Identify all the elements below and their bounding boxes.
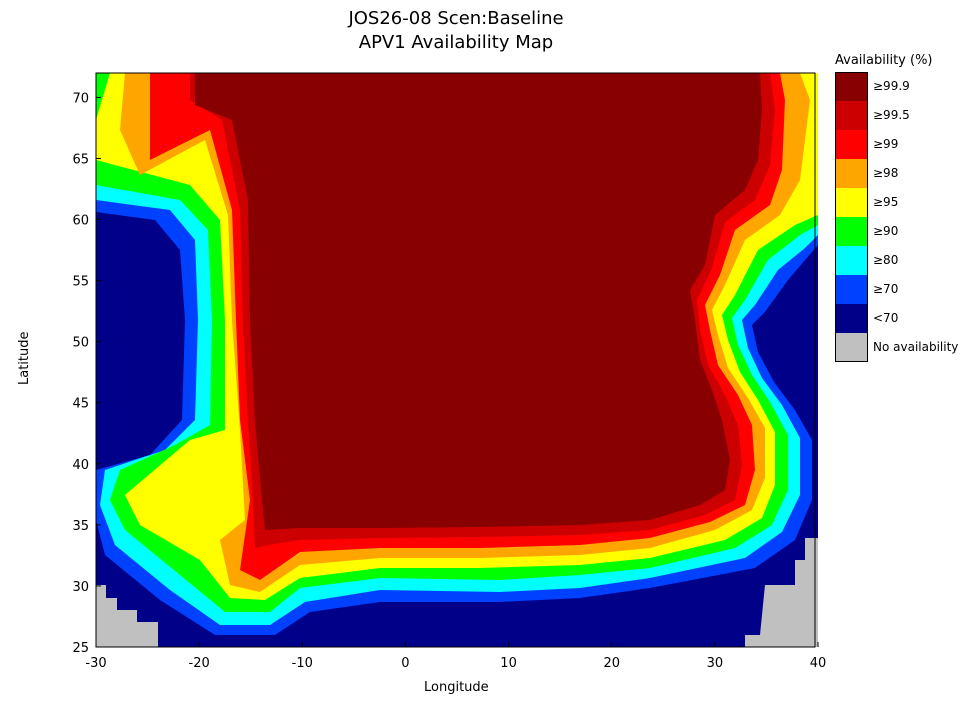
x-tick-label: 0 (401, 656, 409, 671)
legend-label: ≥99 (873, 137, 899, 151)
y-tick-label: 65 (72, 152, 89, 167)
chart-title: JOS26-08 Scen:Baseline (348, 8, 564, 29)
y-tick-label: 55 (72, 275, 89, 290)
legend-label: ≥95 (873, 195, 899, 209)
legend-label: ≥98 (873, 166, 899, 180)
y-tick-label: 30 (72, 580, 89, 595)
x-axis-label: Longitude (424, 680, 489, 695)
x-tick-label: 30 (707, 656, 724, 671)
legend-label: <70 (873, 311, 899, 325)
legend-swatch (835, 130, 868, 159)
legend-entry: ≥95 (835, 188, 960, 217)
y-tick-label: 35 (72, 519, 89, 534)
y-tick-label: 25 (72, 641, 89, 656)
y-tick-label: 45 (72, 397, 89, 412)
y-tick-label: 60 (72, 214, 89, 229)
legend-swatch (835, 188, 868, 217)
legend-title: Availability (%) (835, 53, 933, 68)
chart-subtitle: APV1 Availability Map (358, 32, 554, 53)
legend-swatch (835, 101, 868, 130)
legend-label: ≥99.5 (873, 108, 910, 122)
x-tick-label: -20 (189, 656, 210, 671)
legend-label: ≥90 (873, 224, 899, 238)
plot-frame (95, 72, 816, 648)
x-tick-label: 40 (810, 656, 827, 671)
legend-entry: ≥99.5 (835, 101, 960, 130)
legend-entry: ≥90 (835, 217, 960, 246)
x-tick-label: -30 (85, 656, 106, 671)
x-tick-label: -10 (292, 656, 313, 671)
legend-entry: <70 (835, 304, 960, 333)
region-no-availability (745, 538, 818, 647)
legend-label: No availability (873, 340, 959, 354)
y-axis-label: Latitude (17, 331, 32, 385)
legend-label: ≥80 (873, 253, 899, 267)
legend-swatch (835, 333, 868, 362)
y-tick-label: 70 (72, 91, 89, 106)
legend-swatch (835, 217, 868, 246)
legend-label: ≥70 (873, 282, 899, 296)
legend-swatch (835, 275, 868, 304)
legend-entry: ≥98 (835, 159, 960, 188)
legend-entry: No availability (835, 333, 960, 362)
legend-entry: ≥99.9 (835, 72, 960, 101)
legend-swatch (835, 159, 868, 188)
x-tick-label: 10 (500, 656, 517, 671)
legend-swatch (835, 246, 868, 275)
legend-label: ≥99.9 (873, 79, 910, 93)
legend-swatch (835, 72, 868, 101)
region-99-9 (195, 73, 762, 530)
legend-swatch (835, 304, 868, 333)
y-tick-label: 40 (72, 458, 89, 473)
region-no-availability (96, 585, 158, 647)
legend-entry: ≥99 (835, 130, 960, 159)
legend-entry: ≥80 (835, 246, 960, 275)
x-tick-label: 20 (603, 656, 620, 671)
legend-entry: ≥70 (835, 275, 960, 304)
y-tick-label: 50 (72, 336, 89, 351)
